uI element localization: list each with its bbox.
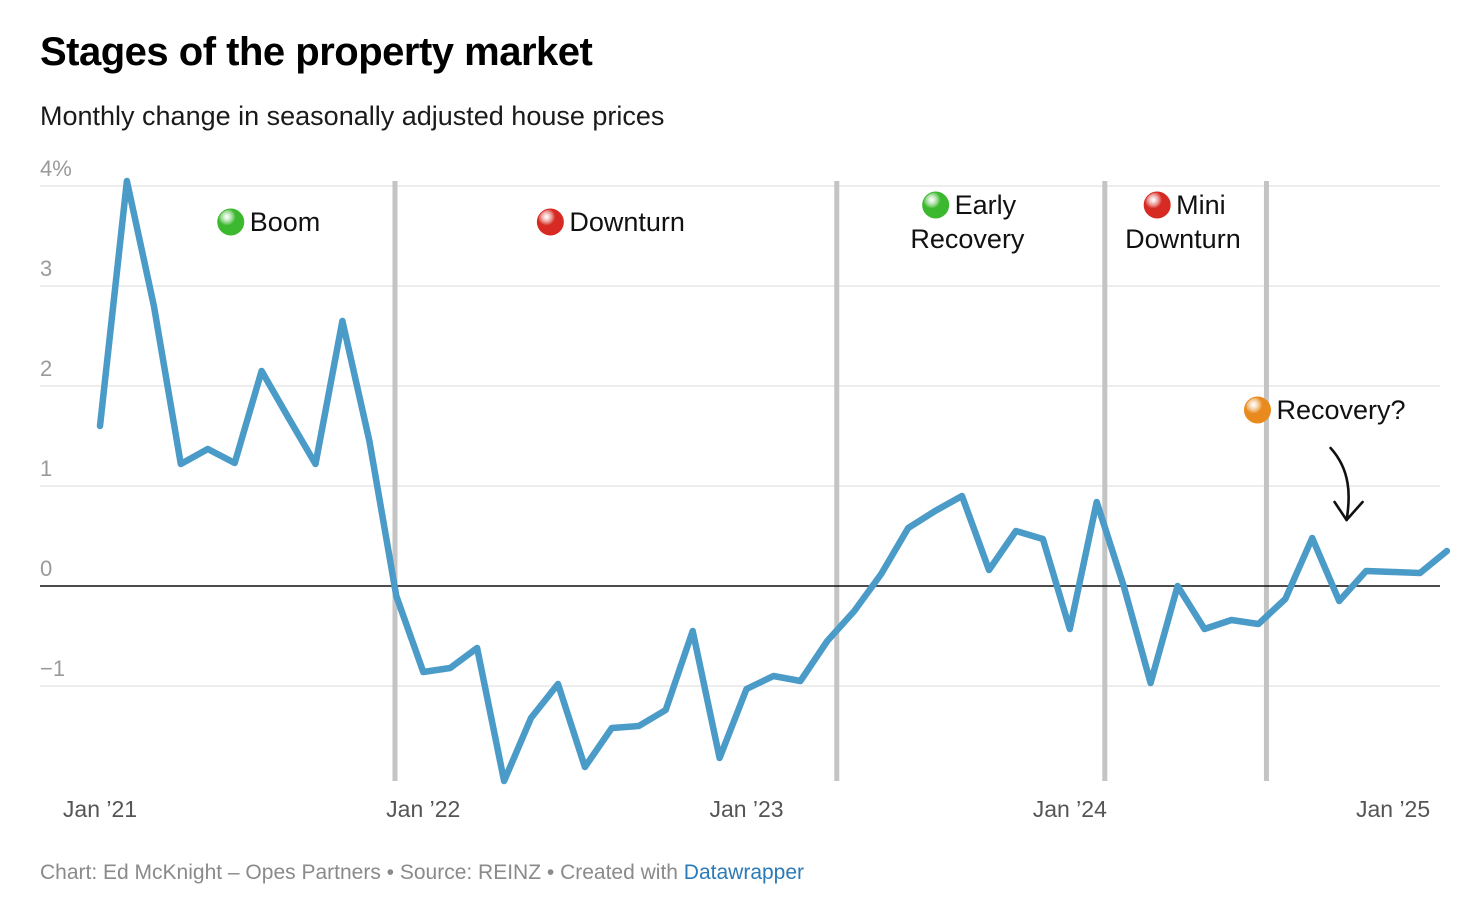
y-tick-label: 4% [40, 156, 72, 181]
y-tick-label: 2 [40, 356, 52, 381]
line-chart: Boom Downturn Early Recovery Mini Downturn Rec… [40, 156, 1451, 822]
stage-label-downturn: Downturn [536, 207, 685, 237]
y-tick-label: 3 [40, 256, 52, 281]
arrow-shaft [1329, 446, 1350, 522]
x-tick-label: Jan ’21 [63, 796, 137, 822]
orange-dot-icon [1243, 396, 1271, 424]
y-tick-label: 1 [40, 456, 52, 481]
stage-dividers [392, 181, 1269, 781]
chart-subtitle: Monthly change in seasonally adjusted ho… [40, 101, 665, 131]
series-line [96, 177, 1451, 785]
arrow-head-icon [1333, 500, 1364, 522]
red-dot-icon [1143, 191, 1171, 219]
gridlines [40, 185, 1440, 687]
stage-label-text: Early [955, 190, 1017, 220]
footer-credits: Chart: Ed McKnight – Opes Partners • Sou… [40, 861, 684, 884]
x-tick-label: Jan ’25 [1356, 796, 1430, 822]
chart-footer: Chart: Ed McKnight – Opes Partners • Sou… [40, 861, 804, 885]
stage-labels: Boom Downturn Early Recovery Mini Downturn Rec… [217, 190, 1406, 425]
stage-label-text: Recovery? [1276, 395, 1405, 425]
red-dot-icon [536, 208, 564, 236]
green-dot-icon [217, 208, 245, 236]
stage-label-recovery: Recovery? [1243, 395, 1406, 425]
x-tick-label: Jan ’24 [1033, 796, 1107, 822]
x-tick-label: Jan ’22 [386, 796, 460, 822]
stage-label-text: Downturn [569, 207, 685, 237]
stage-label-text: Recovery [910, 224, 1025, 254]
green-dot-icon [922, 191, 950, 219]
series [96, 177, 1451, 785]
axes: 4% 3 2 1 0 −1 Jan ’21 Jan ’22 Jan ’23 Jan ’24 Jan … [40, 156, 1430, 822]
chart-title: Stages of the property market [40, 30, 593, 74]
x-tick-label: Jan ’23 [709, 796, 783, 822]
y-tick-label: 0 [40, 556, 52, 581]
stage-label-mini-downturn: Mini Downturn [1125, 190, 1241, 254]
stage-label-boom: Boom [217, 207, 321, 237]
stage-label-early-recovery: Early Recovery [910, 190, 1025, 254]
datawrapper-link[interactable]: Datawrapper [683, 861, 805, 884]
stage-label-text: Downturn [1125, 224, 1241, 254]
stage-label-text: Mini [1176, 190, 1226, 220]
recovery-arrow-annotation [1329, 446, 1364, 522]
stage-label-text: Boom [250, 207, 321, 237]
y-tick-label: −1 [40, 656, 65, 681]
